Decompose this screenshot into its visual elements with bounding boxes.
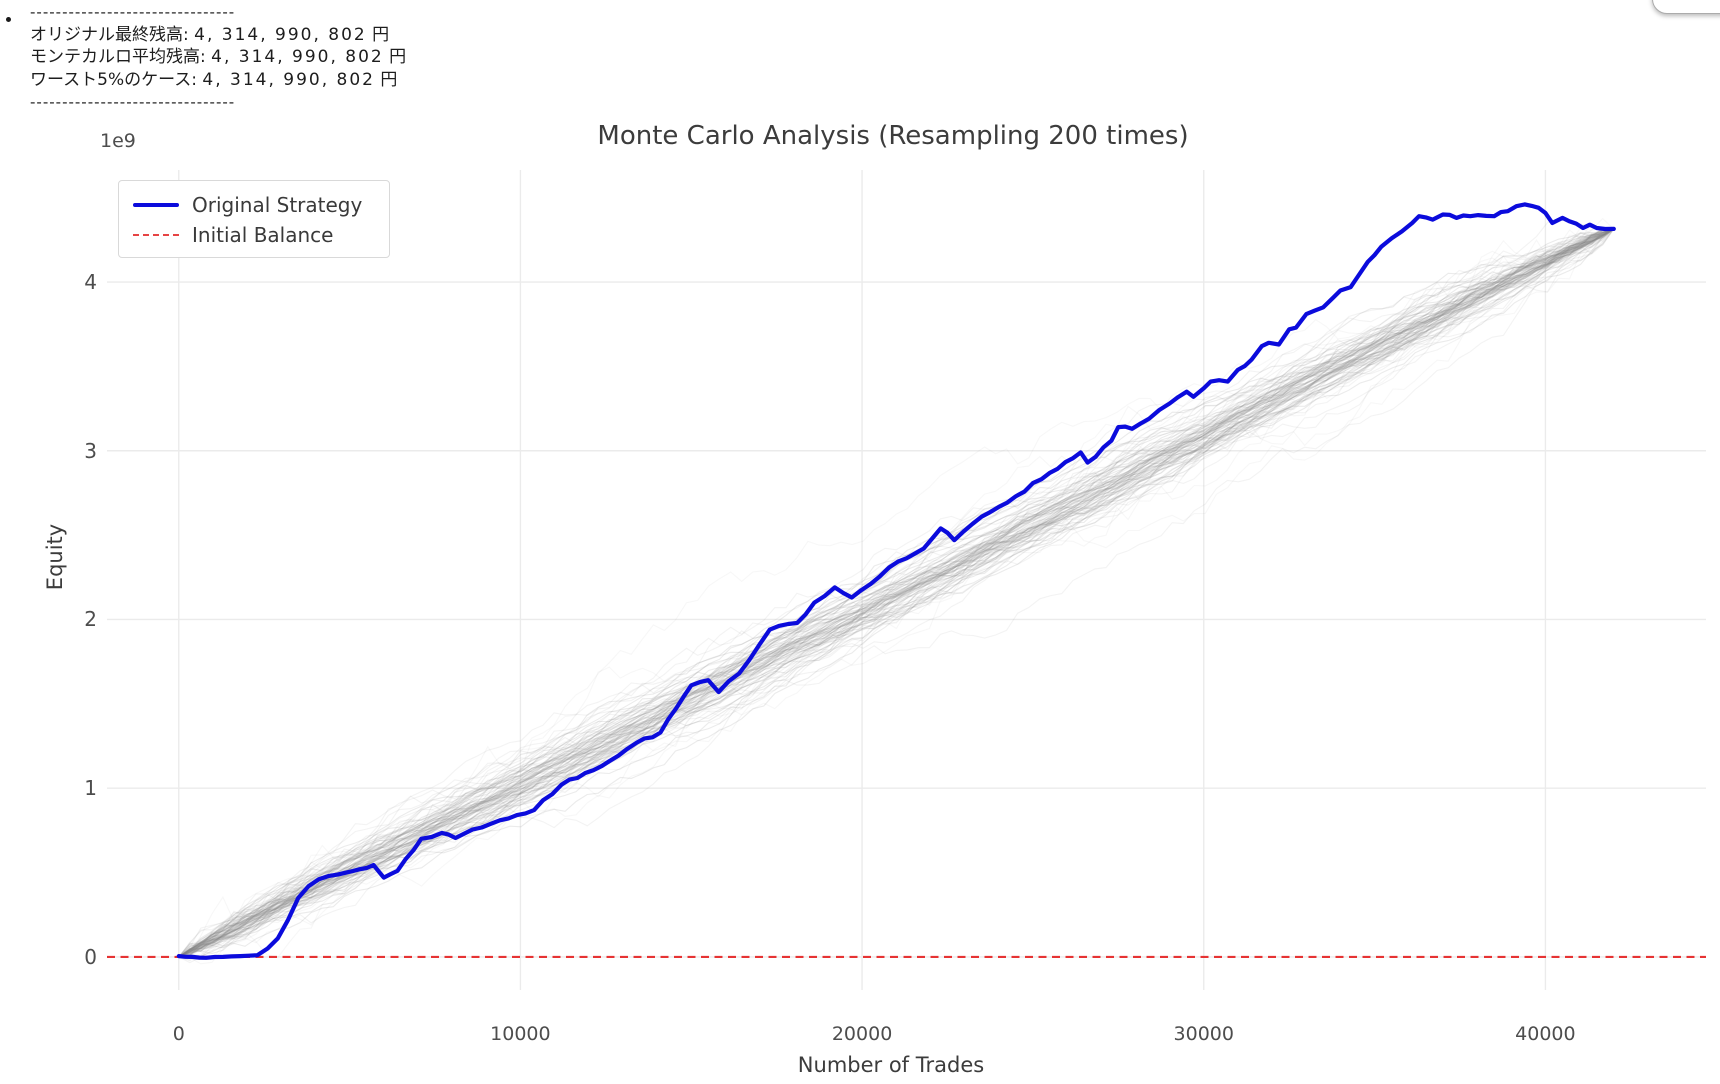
x-tick-20000: 20000 <box>831 1023 893 1045</box>
y-tick-0: 0 <box>84 944 97 969</box>
x-axis-label: Number of Trades <box>797 1053 985 1077</box>
clipped-popup-corner <box>1652 0 1720 14</box>
x-tick-40000: 40000 <box>1515 1023 1576 1045</box>
chart-legend: Original Strategy Initial Balance <box>118 180 390 258</box>
monte-carlo-paths <box>178 217 1615 965</box>
summary-line-original: オリジナル最終残高: 4, 314, 990, 802 円 <box>30 24 390 45</box>
y-tick-3: 3 <box>84 438 97 463</box>
summary-panel: -------------------------------- オリジナル最終… <box>30 1 406 114</box>
y-axis-offset-label: 1e9 <box>100 130 136 152</box>
grid-lines <box>107 170 1706 990</box>
x-tick-30000: 30000 <box>1173 1023 1234 1045</box>
legend-entry-initial-balance: Initial Balance <box>133 220 389 250</box>
x-tick-0: 0 <box>172 1023 185 1045</box>
chart-title: Monte Carlo Analysis (Resampling 200 tim… <box>597 121 1189 151</box>
summary-divider-top: -------------------------------- <box>30 3 236 21</box>
summary-line-worst5pct: ワースト5%のケース: 4, 314, 990, 802 円 <box>30 69 398 90</box>
dashed-line-icon <box>133 234 179 236</box>
y-axis-label: Equity <box>43 523 68 591</box>
original-strategy-line <box>176 202 1616 960</box>
y-tick-1: 1 <box>84 776 97 801</box>
summary-divider-bottom: -------------------------------- <box>30 93 236 111</box>
list-bullet <box>6 17 11 22</box>
legend-entry-original-strategy: Original Strategy <box>133 190 389 220</box>
summary-line-montecarlo-mean: モンテカルロ平均残高: 4, 314, 990, 802 円 <box>30 47 407 67</box>
x-tick-10000: 10000 <box>490 1023 551 1045</box>
chart-canvas <box>107 170 1706 990</box>
y-tick-2: 2 <box>84 607 97 632</box>
solid-line-icon <box>133 203 179 207</box>
y-tick-4: 4 <box>84 270 97 295</box>
